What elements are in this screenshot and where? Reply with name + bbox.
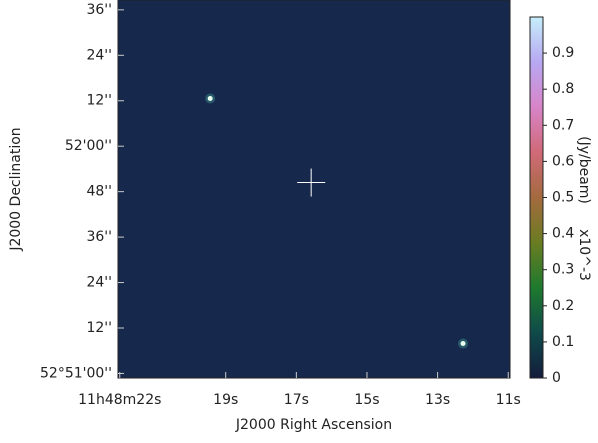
colorbar-tick-label: 0.8	[552, 81, 574, 97]
colorbar-tick-label: 0.9	[552, 45, 574, 61]
y-tick-label: 36''	[86, 2, 112, 18]
x-tick-label: 17s	[284, 392, 309, 408]
colorbar-tick-label: 0.6	[552, 153, 574, 169]
x-tick-label: 11h48m22s	[78, 392, 161, 408]
colorbar-tick-label: 0	[552, 370, 561, 386]
colorbar-tick-label: 0.1	[552, 334, 574, 350]
y-tick-label: 24''	[86, 275, 112, 291]
x-tick-label: 13s	[425, 392, 450, 408]
x-tick-label: 19s	[213, 392, 238, 408]
colorbar	[529, 16, 544, 379]
colorbar-tick-label: 0.2	[552, 298, 574, 314]
y-tick-label: 36''	[86, 229, 112, 245]
image-background	[118, 0, 510, 378]
colorbar-scale-label: x10^-3	[576, 229, 592, 281]
colorbar-tick-label: 0.3	[552, 262, 574, 278]
colorbar-tick-label: 0.7	[552, 117, 574, 133]
y-tick-label: 52°51'00''	[40, 365, 112, 381]
image-frame	[117, 0, 511, 379]
colorbar-tick-label: 0.5	[552, 190, 574, 206]
x-tick-label: 15s	[354, 392, 379, 408]
colorbar-tick-label: 0.4	[552, 226, 574, 242]
x-axis-label: J2000 Right Ascension	[235, 417, 392, 433]
y-tick-label: 48''	[86, 184, 112, 200]
y-tick-label: 52'00''	[65, 138, 112, 154]
y-axis-label: J2000 Declination	[8, 127, 24, 251]
source	[207, 95, 213, 101]
source	[460, 341, 466, 347]
y-tick-label: 12''	[86, 93, 112, 109]
y-tick-label: 12''	[86, 320, 112, 336]
x-tick-label: 11s	[496, 392, 521, 408]
colorbar-label: (Jy/beam)	[576, 136, 592, 204]
y-tick-label: 24''	[86, 47, 112, 63]
